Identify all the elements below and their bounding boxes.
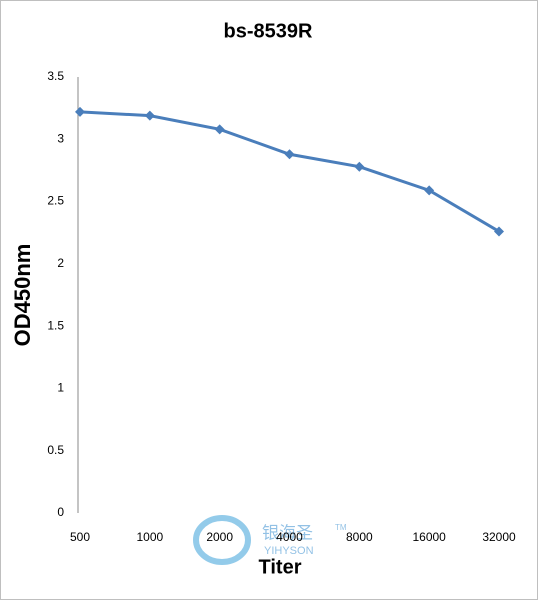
x-tick-label: 2000: [206, 530, 233, 544]
x-tick-label: 16000: [412, 530, 446, 544]
watermark-logo: [193, 515, 251, 565]
x-tick-label: 32000: [482, 530, 516, 544]
watermark-text: 银海圣: [262, 523, 313, 542]
y-axis-label: OD450nm: [10, 244, 35, 347]
data-point: [284, 149, 295, 160]
y-tick-label: 2.5: [47, 194, 64, 208]
data-point: [424, 185, 435, 196]
x-axis-label: Titer: [259, 556, 302, 578]
data-point: [494, 226, 504, 237]
x-tick-label: 4000: [276, 530, 303, 544]
chart-title: bs-8539R: [224, 20, 313, 42]
y-tick-label: 2: [57, 256, 64, 270]
y-tick-label: 1: [57, 381, 64, 395]
x-tick-label: 1000: [136, 530, 163, 544]
watermark: 银海圣 TM YIHYSON: [193, 515, 347, 565]
x-tick-label: 8000: [346, 530, 373, 544]
data-point: [75, 106, 85, 117]
x-tick-label: 500: [70, 530, 90, 544]
y-tick-label: 3: [57, 131, 64, 145]
data-point: [144, 110, 155, 121]
watermark-mark: TM: [335, 523, 347, 532]
y-tick-label: 0: [57, 505, 64, 519]
y-tick-label: 0.5: [47, 443, 64, 457]
y-tick-label: 3.5: [47, 69, 64, 83]
data-point: [214, 124, 225, 135]
data-point: [354, 161, 365, 172]
y-tick-label: 1.5: [47, 318, 64, 332]
watermark-subtext: YIHYSON: [264, 545, 314, 557]
